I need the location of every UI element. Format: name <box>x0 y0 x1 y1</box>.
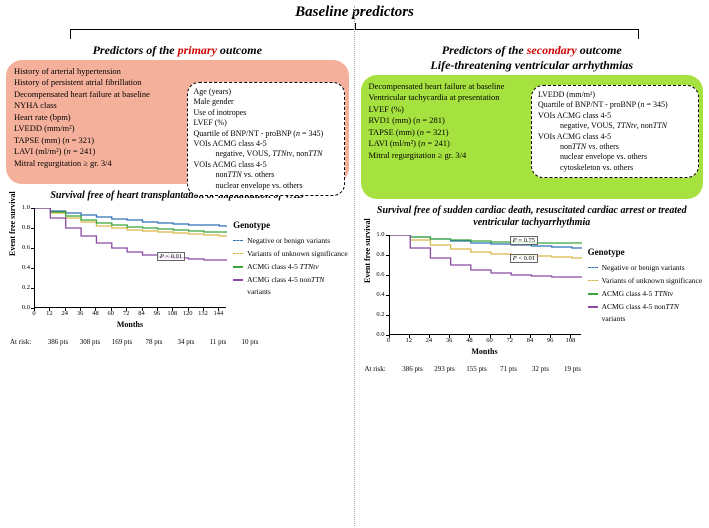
atrisk-value: 19 pts <box>557 365 589 373</box>
xtick: 108 <box>165 310 179 317</box>
ytick: 0.8 <box>10 224 30 231</box>
inset-item: LVEDD (mm/m²) <box>538 90 692 100</box>
xtick: 120 <box>181 310 195 317</box>
ytick: 0.2 <box>10 284 30 291</box>
xtick: 96 <box>543 337 557 344</box>
ytick: 0.8 <box>365 251 385 258</box>
atrisk-value: 34 pts <box>170 338 202 346</box>
inset-item: nuclear envelope vs. others <box>538 152 692 162</box>
xtick: 60 <box>104 310 118 317</box>
right-survival-title: Survival free of sudden cardiac death, r… <box>365 205 700 229</box>
ytick: 1.0 <box>10 204 30 211</box>
left-predictor-box: History of arterial hypertensionHistory … <box>6 60 349 184</box>
atrisk-label: At risk: <box>10 338 42 346</box>
xtick: 12 <box>42 310 56 317</box>
legend-item: ACMG class 4-5 TTNtv <box>233 261 348 274</box>
xtick: 72 <box>503 337 517 344</box>
xtick: 144 <box>211 310 225 317</box>
ytick: 0.2 <box>365 311 385 318</box>
pvalue-box: P = 0.75 <box>510 236 538 245</box>
atrisk-value: 308 pts <box>74 338 106 346</box>
inset-item: VOIs ACMG class 4-5 <box>194 139 338 149</box>
xtick: 84 <box>523 337 537 344</box>
inset-item: Quartile of BNP/NT - proBNP (n = 345) <box>538 100 692 110</box>
legend-item: Variants of unknown significance <box>233 248 348 261</box>
atrisk-label: At risk: <box>365 365 397 373</box>
ytick: 0.6 <box>365 271 385 278</box>
inset-item: negative, VOUS, TTNtv, nonTTN <box>538 121 692 131</box>
xtick: 84 <box>135 310 149 317</box>
pvalue-box: P < 0.01 <box>157 252 185 261</box>
inset-item: nonTTN vs. others <box>538 142 692 152</box>
xtick: 36 <box>442 337 456 344</box>
left-km-chart: Event free survival Months 0.00.20.40.60… <box>10 204 231 338</box>
legend-item: Negative or benign variants <box>588 262 703 275</box>
ytick: 0.4 <box>365 291 385 298</box>
inset-item: nuclear envelope vs. others <box>194 181 338 191</box>
inset-item: negative, VOUS, TTNtv, nonTTN <box>194 149 338 159</box>
inset-item: Quartile of BNP/NT - proBNP (n = 345) <box>194 129 338 139</box>
xtick: 0 <box>382 337 396 344</box>
left-legend: Genotype Negative or benign variantsVari… <box>233 218 348 299</box>
predictor-item: History of arterial hypertension <box>14 66 341 77</box>
legend-item: ACMG class 4-5 TTNtv <box>588 288 703 301</box>
legend-item: Negative or benign variants <box>233 235 348 248</box>
inset-item: Age (years) <box>194 87 338 97</box>
xtick: 48 <box>88 310 102 317</box>
left-inset-box: Age (years)Male genderUse of inotropesLV… <box>187 82 345 196</box>
right-column: Predictors of the secondary outcome Life… <box>355 43 709 373</box>
right-km-chart: Event free survival Months 0.00.20.40.60… <box>365 231 586 365</box>
inset-item: VOIs ACMG class 4-5 <box>194 160 338 170</box>
atrisk-value: 10 pts <box>234 338 266 346</box>
inset-item: Use of inotropes <box>194 108 338 118</box>
right-predictor-box: Decompensated heart failure at baselineV… <box>361 75 704 199</box>
right-legend: Genotype Negative or benign variantsVari… <box>588 245 703 326</box>
xtick: 36 <box>73 310 87 317</box>
xtick: 132 <box>196 310 210 317</box>
left-atrisk: At risk:386 pts308 pts169 pts78 pts34 pt… <box>6 338 349 346</box>
ytick: 0.6 <box>10 244 30 251</box>
km-curve-ttn <box>390 235 582 243</box>
xlabel: Months <box>34 320 226 329</box>
inset-item: Male gender <box>194 97 338 107</box>
km-curve-neg <box>35 208 227 226</box>
atrisk-value: 155 pts <box>461 365 493 373</box>
inset-item: nonTTN vs. others <box>194 170 338 180</box>
atrisk-value: 71 pts <box>493 365 525 373</box>
atrisk-value: 293 pts <box>429 365 461 373</box>
xtick: 108 <box>563 337 577 344</box>
pvalue-box: P < 0.01 <box>510 254 538 263</box>
xtick: 72 <box>119 310 133 317</box>
xtick: 96 <box>150 310 164 317</box>
xtick: 0 <box>27 310 41 317</box>
legend-item: ACMG class 4-5 nonTTN variants <box>588 301 703 327</box>
legend-item: Variants of unknown significance <box>588 275 703 288</box>
left-subhead: Predictors of the primary outcome <box>6 43 349 58</box>
atrisk-value: 32 pts <box>525 365 557 373</box>
left-column: Predictors of the primary outcome Histor… <box>0 43 355 373</box>
inset-item: cytoskeleton vs. others <box>538 163 692 173</box>
ytick: 1.0 <box>365 231 385 238</box>
inset-item: VOIs ACMG class 4-5 <box>538 111 692 121</box>
legend-item: ACMG class 4-5 nonTTN variants <box>233 274 348 300</box>
right-subhead: Predictors of the secondary outcome Life… <box>361 43 704 73</box>
atrisk-value: 78 pts <box>138 338 170 346</box>
xlabel: Months <box>389 347 581 356</box>
xtick: 12 <box>402 337 416 344</box>
atrisk-value: 386 pts <box>397 365 429 373</box>
inset-item: VOIs ACMG class 4-5 <box>538 132 692 142</box>
xtick: 60 <box>483 337 497 344</box>
xtick: 24 <box>58 310 72 317</box>
atrisk-value: 169 pts <box>106 338 138 346</box>
right-inset-box: LVEDD (mm/m²)Quartile of BNP/NT - proBNP… <box>531 85 699 178</box>
atrisk-value: 11 pts <box>202 338 234 346</box>
xtick: 48 <box>462 337 476 344</box>
atrisk-value: 386 pts <box>42 338 74 346</box>
ytick: 0.4 <box>10 264 30 271</box>
right-atrisk: At risk:386 pts293 pts155 pts71 pts32 pt… <box>361 365 704 373</box>
xtick: 24 <box>422 337 436 344</box>
inset-item: LVEF (%) <box>194 118 338 128</box>
